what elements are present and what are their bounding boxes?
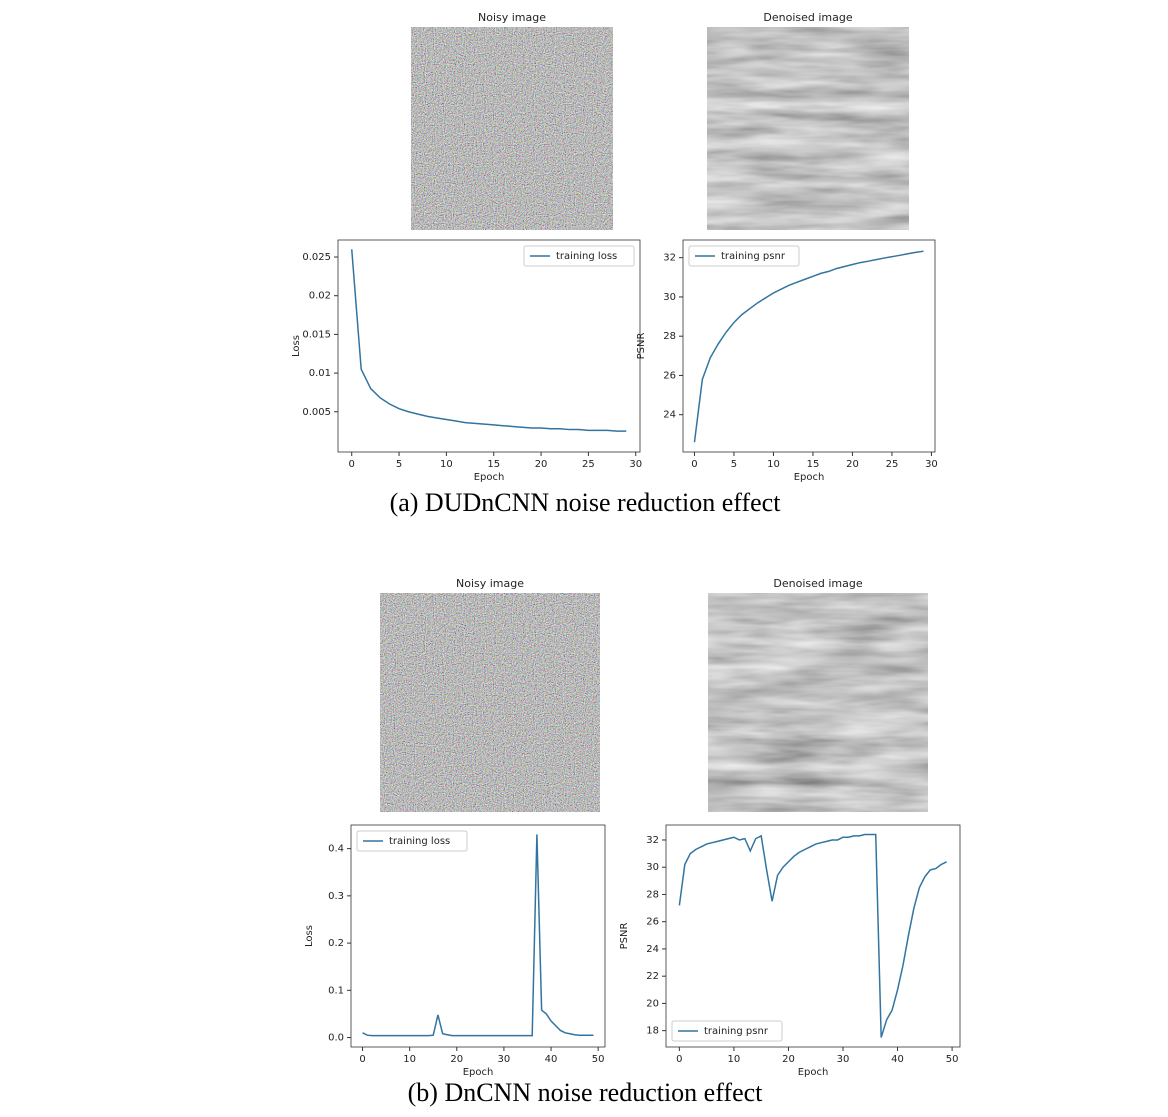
legend-box bbox=[523, 245, 635, 267]
y-tick-label: 0.02 bbox=[309, 291, 331, 302]
x-tick-label: 10 bbox=[728, 1054, 741, 1065]
x-tick-label: 10 bbox=[403, 1054, 416, 1065]
x-axis-label: Epoch bbox=[463, 1067, 494, 1078]
x-tick-label: 0 bbox=[359, 1054, 365, 1065]
data-line bbox=[693, 250, 924, 443]
y-tick-label: 0.01 bbox=[309, 368, 331, 379]
x-axis-label: Epoch bbox=[798, 1067, 829, 1078]
x-tick-label: 20 bbox=[535, 459, 548, 470]
caption: (a) DUDnCNN noise reduction effect bbox=[390, 488, 782, 517]
legend-box bbox=[356, 830, 468, 852]
x-tick-label: 20 bbox=[846, 459, 859, 470]
y-tick-label: 0.2 bbox=[328, 938, 344, 949]
image-title: Denoised image bbox=[763, 11, 852, 24]
x-tick-label: 10 bbox=[767, 459, 780, 470]
noisy-image bbox=[411, 27, 613, 230]
y-tick-label: 0.3 bbox=[328, 891, 344, 902]
y-axis-label: Loss bbox=[291, 335, 302, 357]
y-tick-label: 0.0 bbox=[328, 1033, 344, 1044]
x-tick-label: 30 bbox=[629, 459, 642, 470]
caption: (b) DnCNN noise reduction effect bbox=[408, 1078, 764, 1107]
x-tick-label: 20 bbox=[450, 1054, 463, 1065]
x-tick-label: 0 bbox=[676, 1054, 682, 1065]
y-tick-label: 0.005 bbox=[302, 407, 331, 418]
y-tick-label: 0.015 bbox=[302, 329, 331, 340]
y-tick-label: 32 bbox=[663, 253, 676, 264]
plot-frame bbox=[665, 824, 961, 1048]
image-title: Noisy image bbox=[456, 577, 524, 590]
x-tick-label: 50 bbox=[592, 1054, 605, 1065]
data-line bbox=[678, 833, 947, 1038]
y-tick-label: 22 bbox=[646, 971, 659, 982]
x-tick-label: 25 bbox=[886, 459, 899, 470]
denoised-image bbox=[708, 593, 928, 812]
y-tick-label: 0.025 bbox=[302, 252, 331, 263]
legend-label: training psnr bbox=[721, 251, 786, 262]
y-tick-label: 32 bbox=[646, 835, 659, 846]
x-tick-label: 15 bbox=[487, 459, 500, 470]
y-tick-label: 18 bbox=[646, 1026, 659, 1037]
y-tick-label: 26 bbox=[663, 370, 676, 381]
legend-label: training loss bbox=[389, 836, 450, 847]
x-tick-label: 40 bbox=[545, 1054, 558, 1065]
y-tick-label: 24 bbox=[663, 410, 676, 421]
legend-box bbox=[671, 1020, 783, 1042]
x-tick-label: 20 bbox=[782, 1054, 795, 1065]
denoised-image bbox=[707, 27, 909, 230]
x-axis-label: Epoch bbox=[474, 472, 505, 483]
y-axis-label: PSNR bbox=[619, 923, 630, 950]
data-line bbox=[362, 834, 594, 1037]
y-tick-label: 0.4 bbox=[328, 844, 344, 855]
plot-frame bbox=[350, 824, 606, 1048]
legend-label: training loss bbox=[556, 251, 617, 262]
x-tick-label: 25 bbox=[582, 459, 595, 470]
y-tick-label: 0.1 bbox=[328, 985, 344, 996]
plot-frame bbox=[337, 239, 641, 453]
x-tick-label: 5 bbox=[731, 459, 737, 470]
y-tick-label: 20 bbox=[646, 998, 659, 1009]
legend-box bbox=[688, 245, 800, 267]
x-axis-label: Epoch bbox=[794, 472, 825, 483]
x-tick-label: 40 bbox=[891, 1054, 904, 1065]
noisy-image bbox=[380, 593, 600, 812]
x-tick-label: 50 bbox=[946, 1054, 959, 1065]
image-title: Noisy image bbox=[478, 11, 546, 24]
y-tick-label: 28 bbox=[646, 889, 659, 900]
x-tick-label: 5 bbox=[396, 459, 402, 470]
legend-label: training psnr bbox=[704, 1026, 769, 1037]
y-tick-label: 24 bbox=[646, 944, 659, 955]
x-tick-label: 0 bbox=[691, 459, 697, 470]
y-tick-label: 28 bbox=[663, 331, 676, 342]
image-title: Denoised image bbox=[773, 577, 862, 590]
x-tick-label: 10 bbox=[440, 459, 453, 470]
y-axis-label: PSNR bbox=[636, 333, 647, 360]
x-tick-label: 15 bbox=[807, 459, 820, 470]
y-tick-label: 30 bbox=[646, 862, 659, 873]
x-tick-label: 30 bbox=[498, 1054, 511, 1065]
x-tick-label: 30 bbox=[837, 1054, 850, 1065]
data-line bbox=[350, 249, 627, 432]
plot-frame bbox=[682, 239, 936, 453]
y-tick-label: 26 bbox=[646, 917, 659, 928]
y-tick-label: 30 bbox=[663, 292, 676, 303]
x-tick-label: 0 bbox=[349, 459, 355, 470]
y-axis-label: Loss bbox=[304, 925, 315, 947]
x-tick-label: 30 bbox=[925, 459, 938, 470]
